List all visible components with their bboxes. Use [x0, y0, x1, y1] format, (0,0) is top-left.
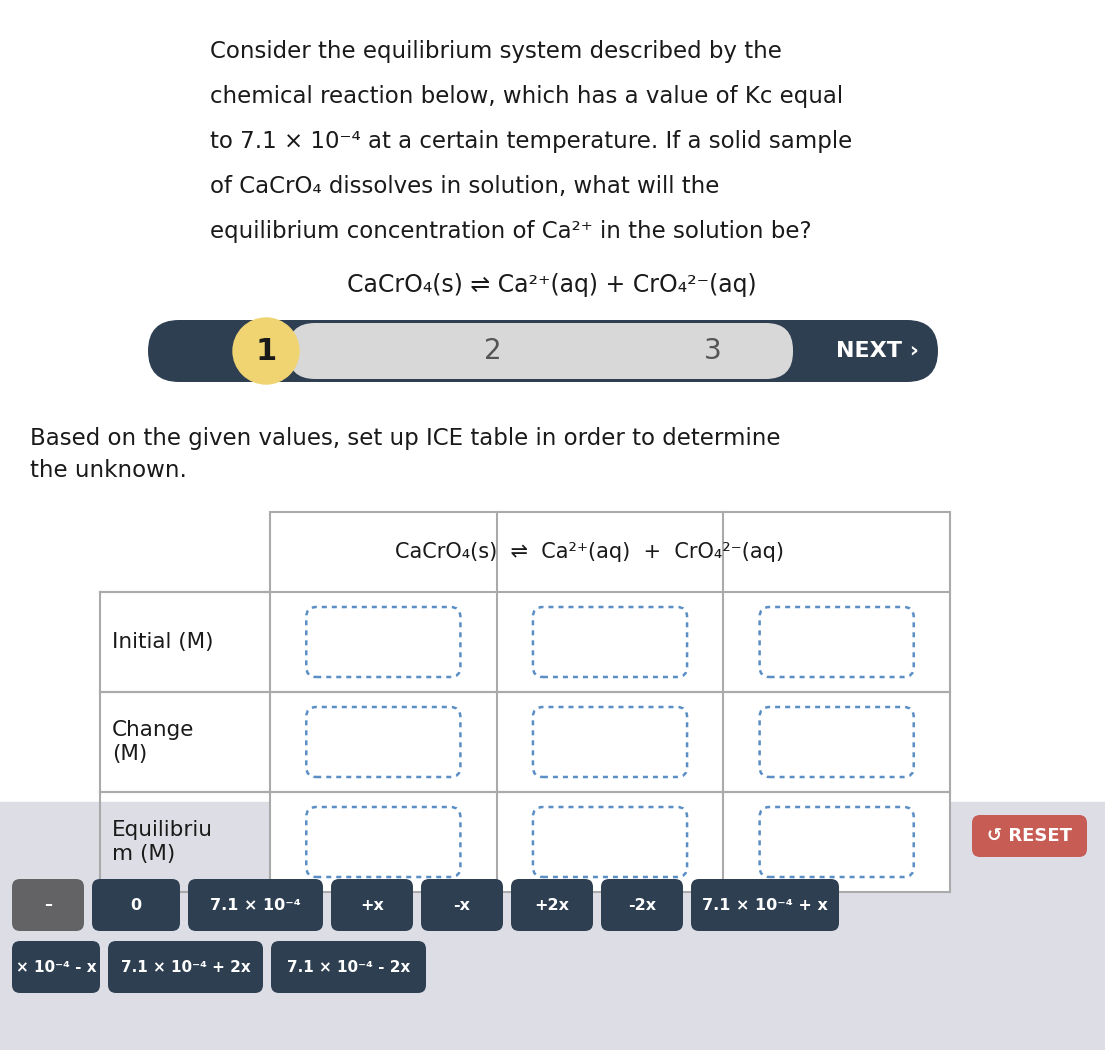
Text: 7.1 × 10⁻⁴ + 2x: 7.1 × 10⁻⁴ + 2x: [120, 960, 251, 974]
FancyBboxPatch shape: [306, 707, 461, 777]
Text: 7.1 × 10⁻⁴: 7.1 × 10⁻⁴: [210, 898, 301, 912]
Text: 0: 0: [130, 898, 141, 912]
Text: 7.1 × 10⁻⁴ + x: 7.1 × 10⁻⁴ + x: [702, 898, 828, 912]
FancyBboxPatch shape: [271, 941, 427, 993]
FancyBboxPatch shape: [188, 879, 323, 931]
FancyBboxPatch shape: [533, 607, 687, 677]
Text: –: –: [44, 898, 52, 912]
Text: CaCrO₄(s) ⇌ Ca²⁺(aq) + CrO₄²⁻(aq): CaCrO₄(s) ⇌ Ca²⁺(aq) + CrO₄²⁻(aq): [347, 273, 757, 297]
FancyBboxPatch shape: [108, 941, 263, 993]
Bar: [0, 802, 1105, 1050]
FancyBboxPatch shape: [92, 879, 180, 931]
FancyBboxPatch shape: [601, 879, 683, 931]
FancyBboxPatch shape: [511, 879, 593, 931]
FancyBboxPatch shape: [12, 879, 84, 931]
FancyBboxPatch shape: [972, 815, 1087, 857]
FancyBboxPatch shape: [691, 879, 839, 931]
Text: × 10⁻⁴ - x: × 10⁻⁴ - x: [15, 960, 96, 974]
Text: the unknown.: the unknown.: [30, 459, 187, 482]
Text: 7.1 × 10⁻⁴ - 2x: 7.1 × 10⁻⁴ - 2x: [287, 960, 410, 974]
FancyBboxPatch shape: [759, 807, 914, 877]
Text: chemical reaction below, which has a value of Kc equal: chemical reaction below, which has a val…: [210, 85, 843, 108]
Text: 3: 3: [704, 337, 722, 365]
Text: of CaCrO₄ dissolves in solution, what will the: of CaCrO₄ dissolves in solution, what wi…: [210, 175, 719, 198]
Text: -x: -x: [453, 898, 471, 912]
Text: CaCrO₄(s)  ⇌  Ca²⁺(aq)  +  CrO₄²⁻(aq): CaCrO₄(s) ⇌ Ca²⁺(aq) + CrO₄²⁻(aq): [396, 542, 785, 562]
FancyBboxPatch shape: [421, 879, 503, 931]
Text: Equilibriu
m (M): Equilibriu m (M): [112, 820, 213, 864]
Text: Initial (M): Initial (M): [112, 632, 213, 652]
Text: 2: 2: [484, 337, 502, 365]
Text: +2x: +2x: [535, 898, 569, 912]
Text: Consider the equilibrium system described by the: Consider the equilibrium system describe…: [210, 40, 782, 63]
Text: Based on the given values, set up ICE table in order to determine: Based on the given values, set up ICE ta…: [30, 427, 780, 450]
Text: Change
(M): Change (M): [112, 720, 194, 764]
Circle shape: [233, 318, 299, 384]
Text: +x: +x: [360, 898, 383, 912]
FancyBboxPatch shape: [306, 607, 461, 677]
Text: equilibrium concentration of Ca²⁺ in the solution be?: equilibrium concentration of Ca²⁺ in the…: [210, 220, 812, 243]
Text: 1: 1: [255, 336, 276, 365]
FancyBboxPatch shape: [148, 320, 938, 382]
FancyBboxPatch shape: [332, 879, 413, 931]
FancyBboxPatch shape: [759, 707, 914, 777]
FancyBboxPatch shape: [533, 707, 687, 777]
Text: to 7.1 × 10⁻⁴ at a certain temperature. If a solid sample: to 7.1 × 10⁻⁴ at a certain temperature. …: [210, 130, 852, 153]
Bar: [270, 512, 950, 892]
FancyBboxPatch shape: [533, 807, 687, 877]
Text: ↺ RESET: ↺ RESET: [987, 827, 1072, 845]
FancyBboxPatch shape: [12, 941, 99, 993]
FancyBboxPatch shape: [306, 807, 461, 877]
FancyBboxPatch shape: [288, 323, 793, 379]
Text: -2x: -2x: [628, 898, 656, 912]
Text: NEXT ›: NEXT ›: [836, 341, 919, 361]
FancyBboxPatch shape: [759, 607, 914, 677]
